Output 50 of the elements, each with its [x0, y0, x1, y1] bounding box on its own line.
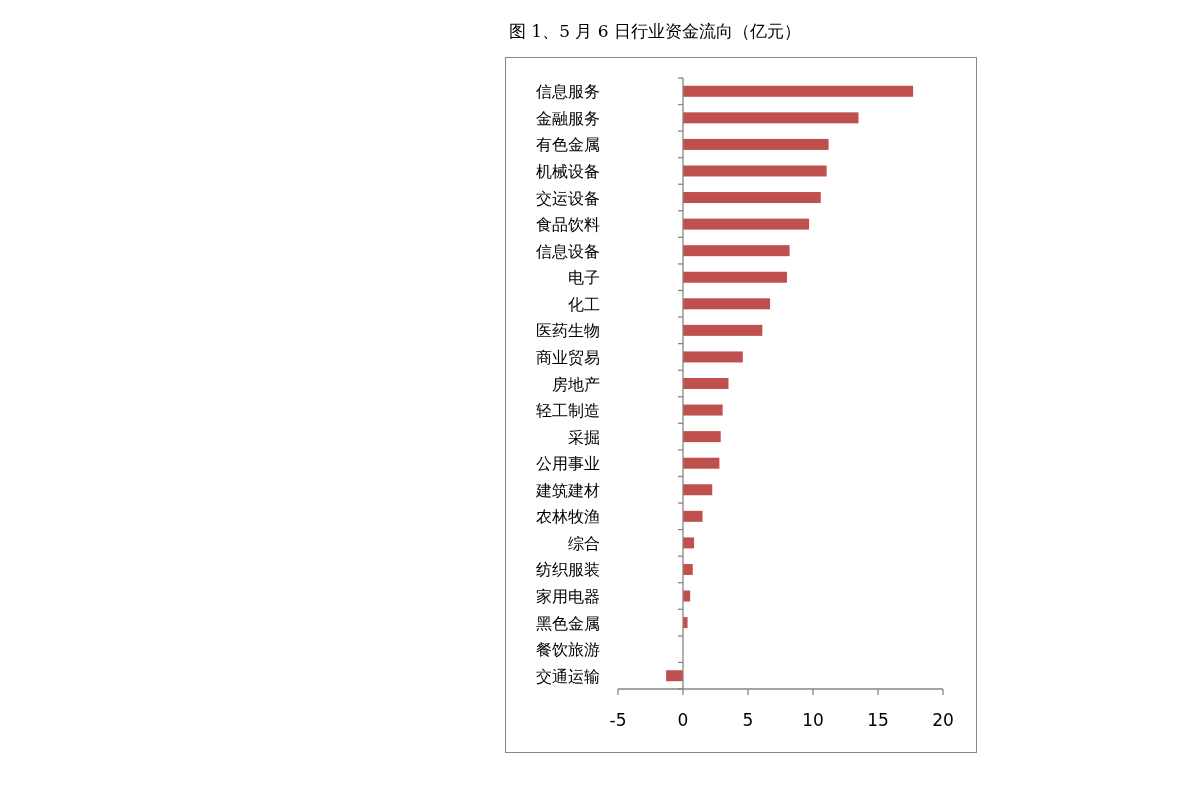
bar: [683, 245, 790, 257]
y-tick-label: 公用事业: [536, 454, 600, 474]
y-tick-label: 有色金属: [536, 135, 600, 155]
y-tick-label: 信息服务: [536, 82, 600, 102]
bar: [683, 510, 703, 522]
y-tick-label: 综合: [568, 533, 600, 553]
y-tick-label: 商业贸易: [536, 347, 600, 367]
bar: [683, 537, 695, 549]
x-tick-label: 5: [742, 710, 754, 730]
bar: [683, 563, 693, 575]
bar: [683, 85, 914, 97]
bar: [683, 404, 723, 416]
x-tick-label: 10: [802, 710, 824, 730]
bar: [683, 138, 829, 150]
y-tick-label: 化工: [568, 294, 600, 314]
y-tick-label: 纺织服装: [536, 560, 600, 580]
bar: [683, 431, 721, 443]
bar: [666, 670, 683, 682]
y-tick-label: 房地产: [552, 374, 600, 394]
y-tick-label: 黑色金属: [536, 613, 600, 633]
bar: [683, 165, 827, 177]
y-tick-label: 医药生物: [536, 321, 600, 341]
y-tick-label: 电子: [568, 268, 600, 288]
bar: [683, 218, 810, 230]
bar: [683, 192, 821, 204]
bar: [683, 324, 763, 336]
bar: [683, 378, 729, 389]
chart-title: 图 1、5 月 6 日行业资金流向（亿元）: [508, 21, 802, 41]
y-tick-label: 交运设备: [536, 188, 600, 208]
y-tick-label: 餐饮旅游: [536, 640, 600, 660]
y-tick-label: 交通运输: [536, 666, 600, 686]
y-tick-label: 食品饮料: [536, 215, 600, 235]
x-tick-label: 20: [932, 710, 954, 730]
bar: [683, 112, 859, 124]
y-tick-label: 农林牧渔: [536, 507, 600, 527]
y-tick-label: 家用电器: [536, 587, 600, 607]
y-tick-label: 建筑建材: [535, 480, 600, 500]
bar: [683, 484, 713, 496]
y-tick-label: 采掘: [568, 427, 600, 447]
x-tick-label: 0: [677, 710, 689, 730]
x-tick-label: 15: [867, 710, 889, 730]
y-tick-label: 金融服务: [536, 108, 600, 128]
bar: [683, 351, 743, 363]
x-tick-label: -5: [609, 710, 627, 730]
y-tick-label: 轻工制造: [536, 401, 600, 421]
y-tick-label: 机械设备: [536, 161, 600, 181]
bar: [683, 457, 720, 469]
y-tick-label: 信息设备: [536, 241, 600, 261]
bar: [683, 298, 771, 310]
bar: [683, 271, 787, 283]
